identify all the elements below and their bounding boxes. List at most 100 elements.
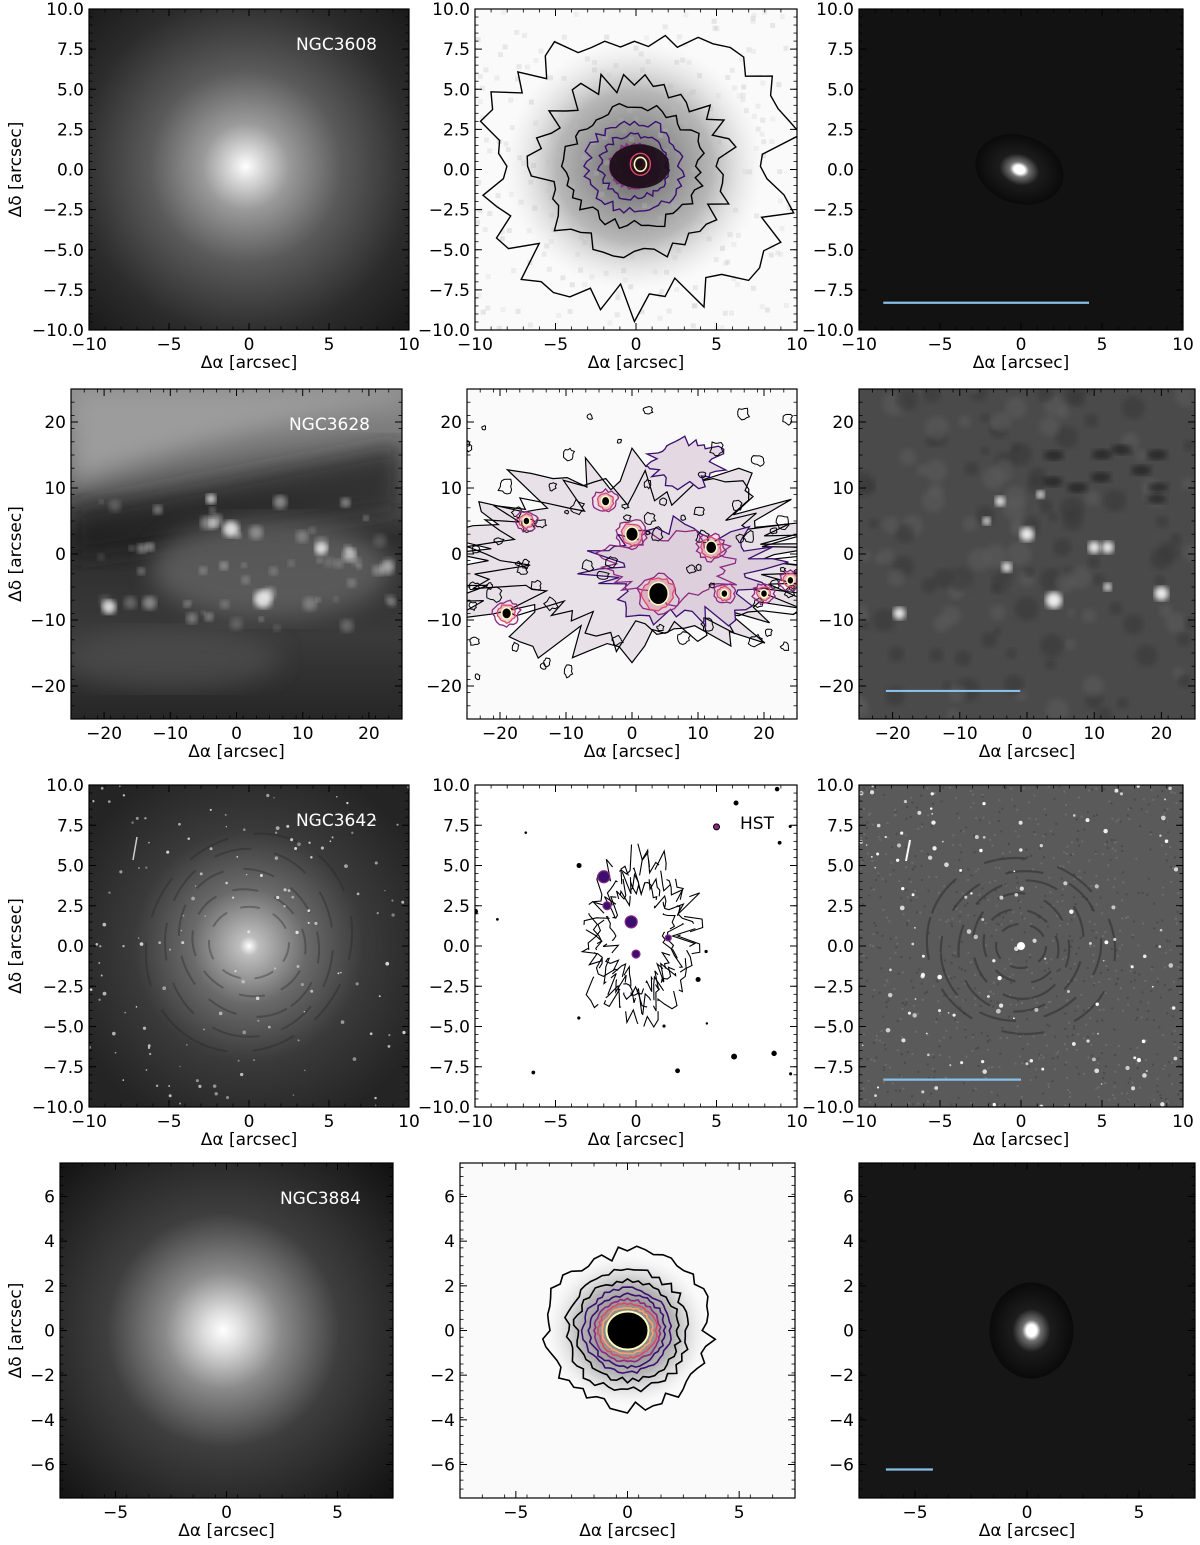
y-tick-label: 2.5	[443, 120, 470, 140]
x-axis-label: Δα [arcsec]	[201, 353, 298, 373]
x-tick-label: 10	[292, 724, 314, 744]
x-tick-label: 0	[1016, 1112, 1027, 1132]
contour-panel-ngc3628: −20 −10 0 10 20 20 10 0 −10 −20 Δα [arcsec]	[426, 388, 798, 762]
contour-line	[602, 882, 679, 997]
y-tick-label: 10.0	[432, 0, 470, 20]
y-tick-label: −20	[30, 677, 66, 697]
contour-line	[497, 478, 513, 495]
contour-line	[695, 563, 702, 572]
x-tick-label: 10	[786, 335, 808, 355]
residual-panel-ngc3628: −20 −10 0 10 20 20 10 0 −10 −20 Δα [arcsec]	[818, 388, 1196, 762]
y-tick-label: −2.5	[429, 977, 470, 997]
contour-peak	[733, 800, 739, 806]
contour-peak	[475, 908, 479, 915]
model-image-panel-ngc3608: NGC3608 −10 −5 0 5 10 10.0 7.5 5.0 2.5 0.0 −2.5 −5.0…	[6, 0, 420, 373]
y-tick-label: −10.0	[418, 1098, 470, 1118]
y-tick-label: −5.0	[813, 1018, 854, 1038]
y-tick-label: −6	[430, 1456, 455, 1476]
x-axis-label: Δα [arcsec]	[979, 742, 1076, 762]
x-tick-label: −5	[543, 1112, 568, 1132]
y-tick-label: −2	[30, 1366, 55, 1386]
y-tick-label: −2.5	[813, 977, 854, 997]
contour-peak	[774, 786, 780, 792]
contour-line	[543, 596, 559, 612]
contour-peak	[576, 863, 582, 869]
contour-line	[520, 558, 531, 570]
residual-image	[859, 389, 1195, 719]
contour-line	[700, 617, 714, 632]
x-tick-label: 10	[1172, 335, 1194, 355]
contour-line	[695, 532, 728, 563]
y-tick-label: 5.0	[57, 857, 84, 877]
x-tick-label: 20	[1151, 724, 1173, 744]
x-tick-label: 0	[1022, 724, 1033, 744]
residual-image	[859, 1163, 1195, 1498]
y-tick-label: 7.5	[443, 816, 470, 836]
y-tick-label: 7.5	[443, 40, 470, 60]
y-tick-label: 2	[44, 1277, 55, 1297]
x-tick-label: 5	[734, 1503, 745, 1523]
x-tick-label: 10	[1083, 724, 1105, 744]
contour-peak	[704, 949, 708, 954]
galaxy-name-label: NGC3642	[296, 811, 377, 831]
y-tick-label: −2.5	[429, 201, 470, 221]
x-tick-label: −20	[86, 724, 122, 744]
contour-line	[604, 555, 619, 569]
x-axis-label: Δα [arcsec]	[188, 742, 285, 762]
contour-line	[533, 519, 548, 529]
galaxy-name-label: NGC3884	[280, 1189, 361, 1209]
y-tick-label: −2	[430, 1366, 455, 1386]
y-tick-label: 6	[444, 1188, 455, 1208]
contour-line	[469, 636, 481, 646]
contour-line	[587, 1292, 667, 1370]
row-ngc3608: NGC3608 −10 −5 0 5 10 10.0 7.5 5.0 2.5 0.0 −2.5 −5.0…	[6, 0, 1194, 373]
contour-peak	[531, 1070, 536, 1075]
contour-line	[572, 1278, 682, 1384]
x-tick-label: −10	[548, 724, 584, 744]
y-tick-label: −7.5	[43, 1058, 84, 1078]
y-tick-label: −4	[829, 1411, 854, 1431]
x-tick-label: 5	[1097, 1112, 1108, 1132]
contour-peak	[777, 840, 782, 845]
x-tick-label: 5	[711, 335, 722, 355]
y-tick-label: −20	[818, 677, 854, 697]
contour-line	[643, 479, 652, 490]
contour-line	[642, 405, 654, 415]
row-ngc3642: NGC3642 −10 −5 0 5 10 10.0 7.5 5.0 2.5 0.0 −2.5 −5.0…	[6, 776, 1194, 1150]
y-axis-label: Δδ [arcsec]	[6, 1283, 26, 1379]
contour-line	[709, 441, 724, 457]
contour-peak	[496, 918, 499, 921]
contour-line	[735, 533, 746, 544]
contour-map	[460, 1163, 795, 1498]
contour-line	[596, 132, 671, 201]
y-tick-label: 0	[451, 545, 462, 565]
x-tick-label: −5	[103, 1503, 128, 1523]
contour-line	[676, 631, 692, 646]
contour-peak	[524, 831, 528, 834]
y-tick-label: −10.0	[32, 1098, 84, 1118]
y-tick-label: 2	[444, 1277, 455, 1297]
galaxy-name-label: NGC3628	[289, 415, 370, 435]
contour-panel-ngc3608: −10 −5 0 5 10 10.0 7.5 5.0 2.5 0.0 −2.5 −5.0 −7.5 −10…	[418, 0, 808, 373]
galaxy-image	[89, 9, 409, 330]
y-tick-label: −2.5	[813, 201, 854, 221]
galaxy-image	[60, 1163, 393, 1498]
y-tick-label: −6	[829, 1456, 854, 1476]
row-ngc3628: NGC3628 −20 −10 0 10 20 20 10 0 −10 −20 Δα [arcsec]…	[6, 388, 1196, 762]
y-tick-label: 7.5	[827, 40, 854, 60]
x-axis-label: Δα [arcsec]	[584, 742, 681, 762]
contour-peak	[500, 607, 513, 620]
y-tick-label: 7.5	[57, 816, 84, 836]
y-tick-label: 7.5	[57, 40, 84, 60]
y-tick-label: 0.0	[57, 937, 84, 957]
contour-line	[623, 514, 632, 522]
contour-line	[770, 579, 780, 589]
contour-peak	[731, 1053, 738, 1060]
x-tick-label: 0	[627, 724, 638, 744]
contour-line	[581, 559, 595, 573]
x-tick-label: −10	[942, 724, 978, 744]
x-tick-label: 10	[687, 724, 709, 744]
contour-line	[580, 1286, 673, 1374]
y-tick-label: 4	[444, 1232, 455, 1252]
x-tick-label: −5	[503, 1503, 528, 1523]
